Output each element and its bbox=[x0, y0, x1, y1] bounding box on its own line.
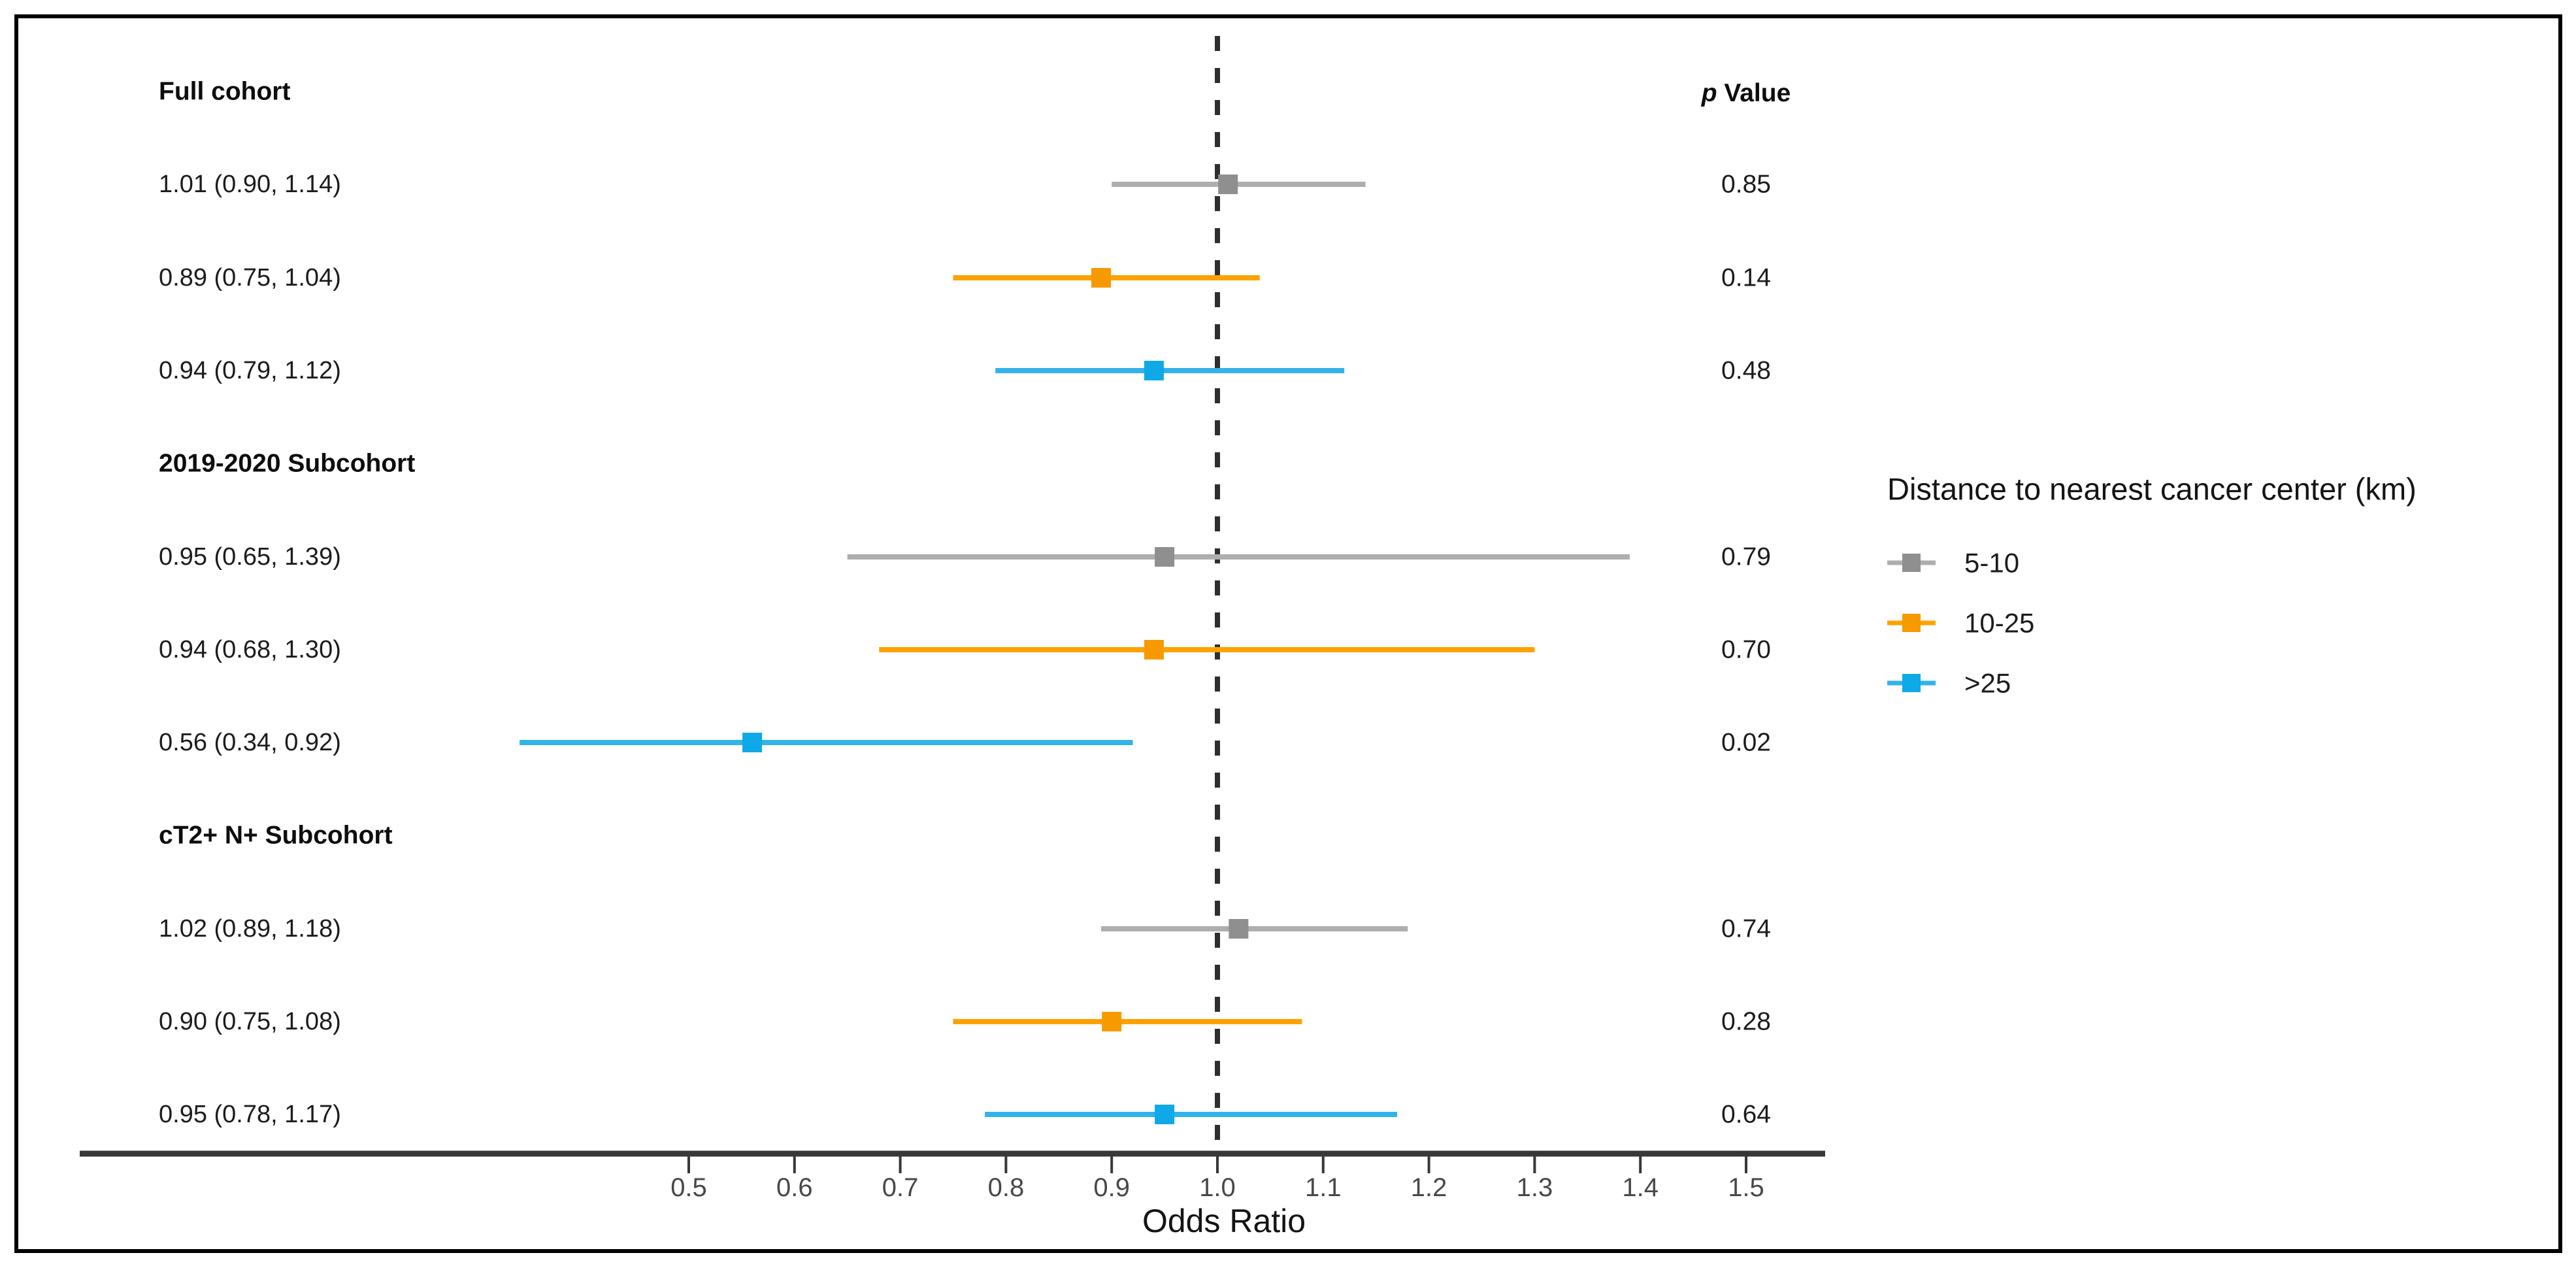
row-ci-label: 0.89 (0.75, 1.04) bbox=[159, 264, 341, 292]
legend: Distance to nearest cancer center (km) 5… bbox=[1887, 472, 2417, 699]
row-ci-label: 0.95 (0.78, 1.17) bbox=[159, 1101, 341, 1128]
row-ci-label: 1.02 (0.89, 1.18) bbox=[159, 915, 341, 943]
point-marker-10-25 bbox=[1102, 1012, 1122, 1031]
legend-item-label: 5-10 bbox=[1964, 548, 2019, 578]
point-marker-5-10 bbox=[1229, 919, 1249, 939]
group-header: Full cohort bbox=[159, 78, 290, 106]
legend-key-marker bbox=[1902, 614, 1921, 632]
row-ci-label: 0.90 (0.75, 1.08) bbox=[159, 1008, 341, 1035]
x-tick-label: 1.1 bbox=[1305, 1173, 1342, 1202]
point-marker-5-10 bbox=[1155, 547, 1175, 567]
p-value: 0.14 bbox=[1721, 264, 1771, 292]
p-value: 0.74 bbox=[1721, 915, 1771, 943]
x-tick-label: 0.7 bbox=[882, 1173, 919, 1202]
p-value: 0.70 bbox=[1721, 636, 1771, 664]
point-marker->25 bbox=[742, 733, 763, 752]
x-tick-label: 1.0 bbox=[1199, 1173, 1236, 1202]
x-tick-label: 0.6 bbox=[776, 1173, 813, 1202]
p-value: 0.85 bbox=[1721, 171, 1771, 199]
row-ci-label: 0.56 (0.34, 0.92) bbox=[159, 729, 341, 756]
p-value: 0.28 bbox=[1721, 1008, 1771, 1036]
legend-title: Distance to nearest cancer center (km) bbox=[1887, 472, 2417, 507]
group-header: cT2+ N+ Subcohort bbox=[159, 822, 393, 850]
x-tick-label: 0.5 bbox=[670, 1173, 707, 1202]
row-ci-label: 0.95 (0.65, 1.39) bbox=[159, 543, 341, 571]
rows-group: Full cohort 1.01 (0.90, 1.14) 0.85 0.89 (0.… bbox=[159, 78, 1771, 1129]
x-tick-label: 1.2 bbox=[1411, 1173, 1447, 1202]
point-marker->25 bbox=[1144, 361, 1164, 380]
legend-key-marker bbox=[1902, 674, 1921, 692]
point-marker-10-25 bbox=[1144, 640, 1164, 660]
point-marker-5-10 bbox=[1218, 175, 1238, 194]
point-marker-10-25 bbox=[1091, 268, 1112, 288]
p-header-rest: Value bbox=[1717, 79, 1791, 107]
p-value: 0.48 bbox=[1721, 357, 1771, 385]
p-value: 0.79 bbox=[1721, 543, 1771, 571]
x-tick-label: 1.5 bbox=[1728, 1173, 1764, 1202]
x-axis-title: Odds Ratio bbox=[1142, 1203, 1306, 1239]
x-tick-label: 1.3 bbox=[1517, 1173, 1553, 1202]
legend-item-label: 10-25 bbox=[1964, 608, 2034, 639]
group-header: 2019-2020 Subcohort bbox=[159, 450, 415, 478]
x-tick-label: 1.4 bbox=[1622, 1173, 1659, 1202]
figure-border bbox=[14, 14, 2562, 1253]
row-ci-label: 1.01 (0.90, 1.14) bbox=[159, 171, 341, 198]
axis-group: 0.5 0.6 0.7 0.8 0.9 1.0 1.1 1.2 1.3 1.4 1.5 bbox=[80, 1150, 1825, 1202]
x-tick-label: 0.9 bbox=[1093, 1173, 1130, 1202]
p-value: 0.64 bbox=[1721, 1101, 1771, 1129]
x-tick-label: 0.8 bbox=[988, 1173, 1025, 1202]
point-marker->25 bbox=[1155, 1105, 1175, 1124]
row-ci-label: 0.94 (0.68, 1.30) bbox=[159, 636, 341, 663]
p-value: 0.02 bbox=[1721, 729, 1771, 757]
legend-item-label: >25 bbox=[1964, 668, 2011, 699]
legend-items: 5-10 10-25 >25 bbox=[1887, 548, 2034, 699]
p-value-column-header: p Value bbox=[1701, 79, 1791, 107]
row-ci-label: 0.94 (0.79, 1.12) bbox=[159, 357, 341, 384]
p-header-italic: p bbox=[1701, 79, 1717, 107]
legend-key-marker bbox=[1902, 554, 1921, 572]
